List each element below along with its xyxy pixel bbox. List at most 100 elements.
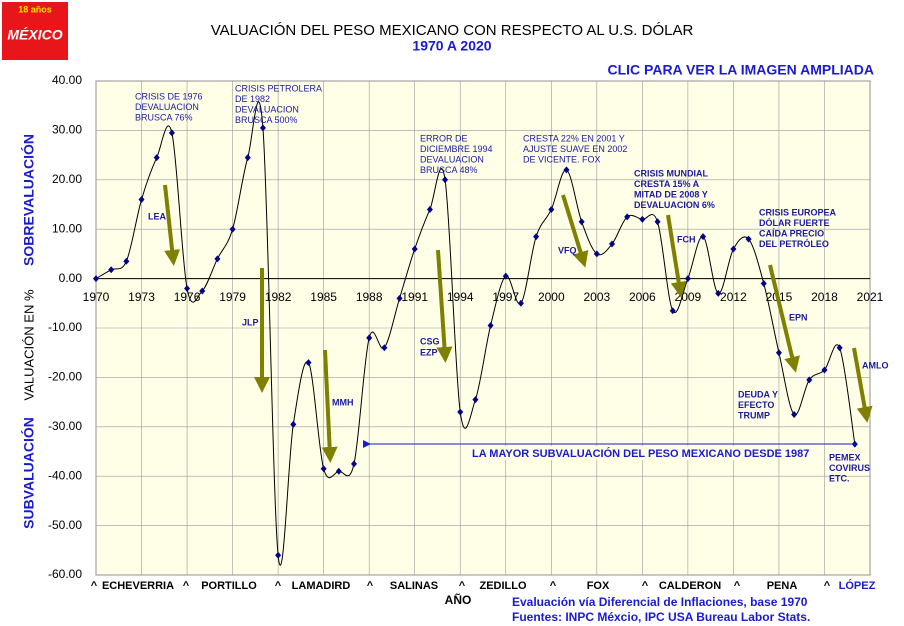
data-point	[806, 376, 813, 384]
data-point	[836, 344, 843, 352]
leader-label: AMLO	[862, 360, 889, 370]
y-label-bottom: SUBVALUACIÓN	[20, 417, 37, 529]
x-tick-label: 1991	[401, 290, 428, 304]
arrow	[436, 249, 453, 363]
period-label: ZEDILLO	[479, 580, 526, 592]
data-point	[335, 467, 342, 475]
leader-label: CSG	[420, 336, 440, 346]
x-tick-label: 2012	[720, 290, 747, 304]
data-point	[578, 218, 585, 226]
arrow	[666, 214, 687, 298]
annotation: CRESTA 22% EN 2001 Y	[523, 133, 625, 143]
footnote: Evaluación vía Diferencial de Inflacione…	[512, 595, 808, 609]
period-label: SALINAS	[390, 580, 438, 592]
period-label: LÓPEZ	[839, 579, 876, 592]
data-point	[442, 176, 449, 184]
logo-name: MÉXICO	[7, 27, 62, 43]
period-label: LAMADIRD	[292, 580, 351, 592]
leader-label: MMH	[332, 397, 354, 407]
data-point	[715, 289, 722, 297]
data-point	[123, 257, 130, 265]
data-point	[244, 154, 251, 162]
data-point	[730, 245, 737, 253]
x-tick-label: 2000	[538, 290, 565, 304]
period-marker: ^	[550, 580, 557, 592]
x-tick-label: 1979	[219, 290, 246, 304]
annotation: DE 1982	[235, 94, 270, 104]
period-marker: ^	[91, 580, 98, 592]
y-label: VALUACIÓN EN %	[21, 289, 36, 400]
annotation: ETC.	[829, 473, 850, 483]
logo-text: 18 años	[18, 4, 52, 14]
data-point	[290, 420, 297, 428]
x-tick-label: 1970	[83, 290, 110, 304]
data-point	[93, 275, 99, 283]
data-point	[184, 284, 191, 292]
leader-label: EZP	[420, 347, 438, 357]
annotation: COVIRUS	[829, 463, 870, 473]
data-point	[609, 240, 615, 248]
period-label: PORTILLO	[201, 580, 257, 592]
period-marker: ^	[734, 580, 741, 592]
data-point	[214, 255, 221, 263]
leader-label: VFQ	[558, 245, 577, 255]
data-point	[563, 166, 570, 174]
note-bg	[468, 446, 778, 460]
y-tick-label: -10.00	[48, 320, 82, 334]
data-point	[669, 307, 676, 315]
chart-subtitle: 1970 A 2020	[412, 38, 491, 54]
annotation: TRUMP	[738, 410, 770, 420]
y-tick-label: -60.00	[48, 567, 82, 581]
data-point	[472, 396, 479, 404]
annotation: MITAD DE 2008 Y	[634, 189, 708, 199]
y-tick-label: -40.00	[48, 468, 82, 482]
arrow	[852, 347, 873, 423]
data-point	[775, 349, 782, 357]
annotation: AJUSTE SUAVE EN 2002	[523, 144, 627, 154]
annotation: DEUDA Y	[738, 389, 778, 399]
data-point	[745, 235, 752, 243]
period-label: CALDERON	[659, 580, 721, 592]
period-label: ECHEVERRIA	[102, 580, 174, 592]
data-point	[426, 205, 433, 213]
data-point	[381, 344, 388, 352]
data-point	[821, 366, 828, 374]
annotation: CRISIS PETROLERA	[235, 83, 322, 93]
period-marker: ^	[367, 580, 374, 592]
data-point	[153, 154, 160, 162]
enlarge-link[interactable]: CLIC PARA VER LA IMAGEN AMPLIADA	[607, 62, 874, 78]
annotation: EFECTO	[738, 400, 774, 410]
data-point	[108, 266, 115, 274]
data-point	[275, 551, 282, 559]
y-tick-label: 0.00	[59, 271, 83, 285]
x-tick-label: 2003	[583, 290, 610, 304]
arrow	[561, 194, 589, 268]
data-point	[517, 299, 524, 307]
data-point	[760, 280, 767, 288]
annotation: DE VICENTE. FOX	[523, 154, 601, 164]
period-label: PENA	[767, 580, 798, 592]
data-point	[351, 460, 357, 468]
annotation: DICIEMBRE 1994	[420, 144, 493, 154]
annotation: PEMEX	[829, 452, 861, 462]
low-note: LA MAYOR SUBVALUACIÓN DEL PESO MEXICANO …	[472, 447, 809, 460]
annotation: DEVALUACION	[135, 102, 199, 112]
period-marker: ^	[642, 580, 649, 592]
data-point	[366, 334, 373, 342]
period-marker: ^	[459, 580, 466, 592]
leader-label: FCH	[677, 234, 696, 244]
data-point	[305, 359, 312, 367]
chart-title: VALUACIÓN DEL PESO MEXICANO CON RESPECTO…	[211, 22, 694, 39]
annotation: BRUSCA 500%	[235, 115, 298, 125]
period-marker: ^	[824, 580, 831, 592]
x-tick-label: 1973	[128, 290, 155, 304]
logo	[2, 2, 68, 60]
annotation: DEVALUACION	[235, 104, 299, 114]
x-label: AÑO	[445, 592, 472, 607]
leader-label: LEA	[148, 211, 167, 221]
annotation: ERROR DE	[420, 133, 468, 143]
data-point	[487, 322, 494, 330]
y-tick-label: -20.00	[48, 370, 82, 384]
annotation: DEVALUACION	[420, 154, 484, 164]
